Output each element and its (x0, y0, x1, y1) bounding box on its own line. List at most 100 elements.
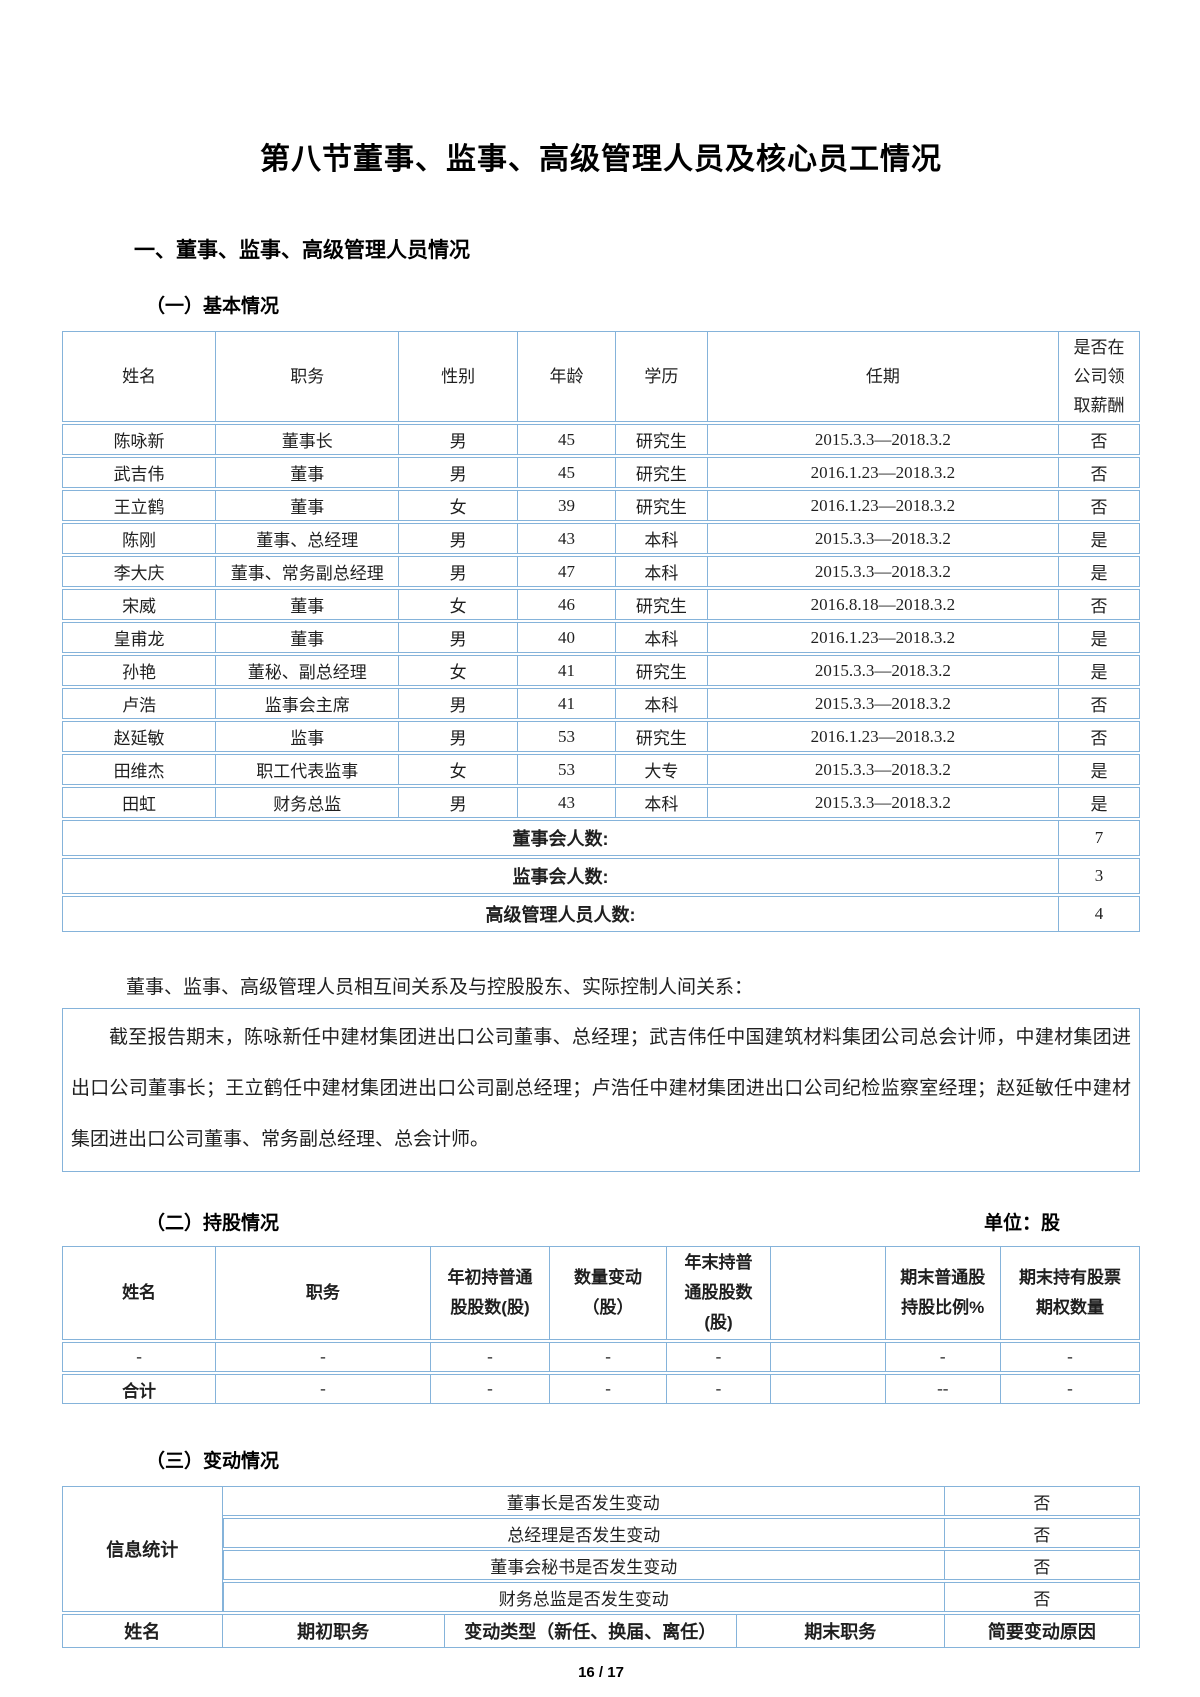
stat-answer: 否 (944, 1486, 1140, 1516)
summary-row-management-count: 高级管理人员人数: 4 (62, 896, 1140, 932)
cell-age: 41 (517, 688, 617, 719)
cell-name: 孙艳 (62, 655, 217, 686)
column-header-share-change: 数量变动（股） (550, 1246, 667, 1340)
cell-position: 董事、总经理 (216, 523, 400, 554)
cell-gender: 男 (399, 424, 518, 455)
column-header-change-type: 变动类型（新任、换届、离任） (444, 1614, 737, 1648)
cell-name: 王立鹤 (62, 490, 217, 521)
cell-total-label: 合计 (62, 1374, 217, 1404)
cell-education: 研究生 (616, 457, 708, 488)
cell-paid: 是 (1059, 754, 1140, 785)
cell-age: 40 (517, 622, 617, 653)
column-header-education: 学历 (616, 331, 708, 422)
column-header-position: 职务 (216, 1246, 431, 1340)
cell-education: 本科 (616, 622, 708, 653)
column-header-shares-begin: 年初持普通股股数(股) (430, 1246, 551, 1340)
total-row: 合计 - - - - -- - (62, 1374, 1140, 1404)
cell-term: 2015.3.3—2018.3.2 (707, 787, 1060, 818)
stat-answer: 否 (944, 1582, 1140, 1612)
column-header-end-ratio: 期末普通股持股比例% (885, 1246, 1001, 1340)
column-header-change-reason: 简要变动原因 (944, 1614, 1140, 1648)
cell-education: 本科 (616, 787, 708, 818)
column-header-age: 年龄 (517, 331, 617, 422)
cell-education: 研究生 (616, 655, 708, 686)
summary-label: 监事会人数: (62, 858, 1060, 894)
table-row: 孙艳 董秘、副总经理 女 41 研究生 2015.3.3—2018.3.2 是 (62, 655, 1140, 686)
cell-position: 财务总监 (216, 787, 400, 818)
cell-age: 43 (517, 787, 617, 818)
table-row: - - - - - - - (62, 1342, 1140, 1372)
column-header-blank (771, 1246, 886, 1340)
cell-age: 39 (517, 490, 617, 521)
cell-age: 45 (517, 457, 617, 488)
cell: - (216, 1342, 431, 1372)
table-row: 田维杰 职工代表监事 女 53 大专 2015.3.3—2018.3.2 是 (62, 754, 1140, 785)
summary-row-supervisor-count: 监事会人数: 3 (62, 858, 1140, 894)
cell: - (430, 1342, 551, 1372)
basic-table-header-row: 姓名 职务 性别 年龄 学历 任期 是否在公司领取薪酬 (62, 331, 1140, 422)
summary-value: 7 (1059, 820, 1140, 856)
cell: - (62, 1342, 217, 1372)
cell-term: 2015.3.3—2018.3.2 (707, 688, 1060, 719)
cell-position: 董事 (216, 457, 400, 488)
cell-age: 46 (517, 589, 617, 620)
cell-paid: 否 (1059, 424, 1140, 455)
stat-question: 总经理是否发生变动 (222, 1518, 945, 1548)
cell-paid: 是 (1059, 556, 1140, 587)
column-header-term: 任期 (707, 331, 1060, 422)
column-header-position: 职务 (216, 331, 400, 422)
column-header-paid: 是否在公司领取薪酬 (1059, 331, 1140, 422)
cell: - (1000, 1374, 1140, 1404)
cell-name: 卢浩 (62, 688, 217, 719)
cell: - (666, 1374, 772, 1404)
relations-paragraph-box: 截至报告期末，陈咏新任中建材集团进出口公司董事、总经理；武吉伟任中国建筑材料集团… (62, 1008, 1140, 1172)
cell: - (1000, 1342, 1140, 1372)
changes-header-row: 姓名 期初职务 变动类型（新任、换届、离任） 期末职务 简要变动原因 (62, 1614, 1140, 1648)
stat-answer: 否 (944, 1550, 1140, 1580)
cell-gender: 男 (399, 622, 518, 653)
cell-position: 董事 (216, 622, 400, 653)
column-header-shares-end: 年末持普通股股数(股) (666, 1246, 772, 1340)
changes-table: 信息统计 董事长是否发生变动 否 总经理是否发生变动 否 董事会秘书是否发生变动… (62, 1484, 1140, 1650)
summary-label: 董事会人数: (62, 820, 1060, 856)
cell-gender: 男 (399, 523, 518, 554)
stat-answer: 否 (944, 1518, 1140, 1548)
cell-position: 董事 (216, 589, 400, 620)
table-row: 陈刚 董事、总经理 男 43 本科 2015.3.3—2018.3.2 是 (62, 523, 1140, 554)
subsection-heading-changes: （三）变动情况 (146, 1451, 280, 1472)
cell: - (550, 1342, 667, 1372)
summary-row-board-count: 董事会人数: 7 (62, 820, 1140, 856)
subsection-heading-basic: （一）基本情况 (146, 296, 280, 317)
cell-paid: 是 (1059, 655, 1140, 686)
cell-term: 2016.1.23—2018.3.2 (707, 490, 1060, 521)
cell-position: 董事、常务副总经理 (216, 556, 400, 587)
cell-name: 田虹 (62, 787, 217, 818)
cell-term: 2015.3.3—2018.3.2 (707, 556, 1060, 587)
cell-education: 研究生 (616, 490, 708, 521)
table-row: 田虹 财务总监 男 43 本科 2015.3.3—2018.3.2 是 (62, 787, 1140, 818)
cell-gender: 女 (399, 589, 518, 620)
stat-row: 总经理是否发生变动 否 (62, 1518, 1140, 1548)
cell-gender: 男 (399, 457, 518, 488)
cell: -- (885, 1374, 1001, 1404)
cell-paid: 否 (1059, 457, 1140, 488)
cell-name: 武吉伟 (62, 457, 217, 488)
section-heading-management: 一、董事、监事、高级管理人员情况 (134, 239, 470, 262)
cell-age: 43 (517, 523, 617, 554)
table-row: 陈咏新 董事长 男 45 研究生 2015.3.3—2018.3.2 否 (62, 424, 1140, 455)
column-header-name: 姓名 (62, 1246, 217, 1340)
table-row: 宋威 董事 女 46 研究生 2016.8.18—2018.3.2 否 (62, 589, 1140, 620)
cell-gender: 男 (399, 787, 518, 818)
cell-blank (771, 1374, 886, 1404)
table-row: 李大庆 董事、常务副总经理 男 47 本科 2015.3.3—2018.3.2 … (62, 556, 1140, 587)
stat-question: 财务总监是否发生变动 (222, 1582, 945, 1612)
cell-paid: 否 (1059, 490, 1140, 521)
cell-age: 53 (517, 754, 617, 785)
cell-name: 赵延敏 (62, 721, 217, 752)
cell-gender: 女 (399, 754, 518, 785)
table-row: 武吉伟 董事 男 45 研究生 2016.1.23—2018.3.2 否 (62, 457, 1140, 488)
cell-term: 2016.1.23—2018.3.2 (707, 721, 1060, 752)
cell-education: 本科 (616, 523, 708, 554)
cell-education: 研究生 (616, 721, 708, 752)
relations-paragraph: 截至报告期末，陈咏新任中建材集团进出口公司董事、总经理；武吉伟任中国建筑材料集团… (71, 1027, 1131, 1150)
